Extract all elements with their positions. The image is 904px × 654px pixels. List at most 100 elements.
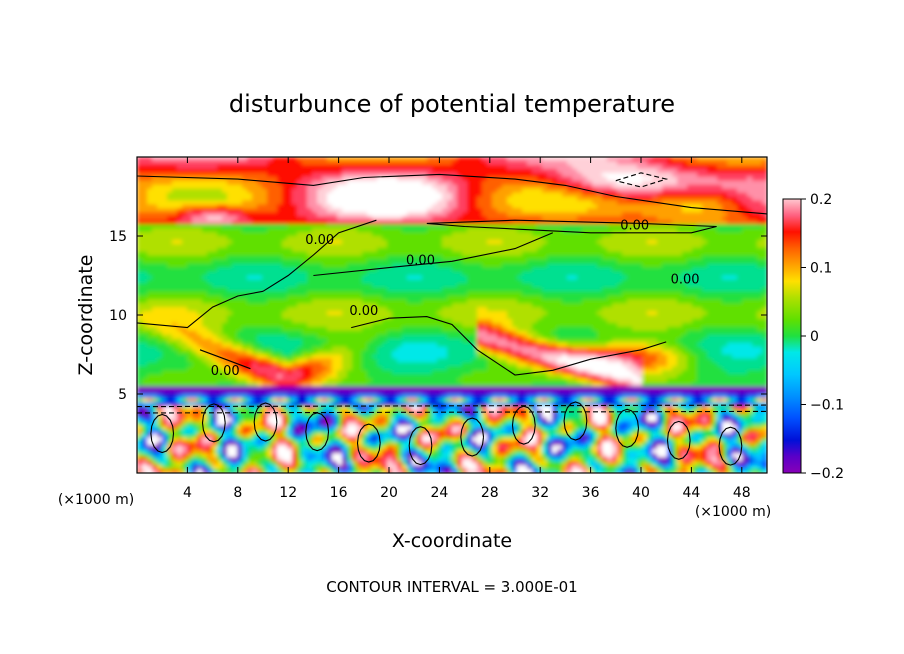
heatmap-cell	[417, 394, 423, 399]
heatmap-cell	[202, 449, 208, 454]
heatmap-cell	[312, 378, 318, 383]
heatmap-cell	[237, 322, 243, 328]
heatmap-cell	[307, 220, 313, 225]
heatmap-cell	[327, 251, 333, 257]
heatmap-cell	[167, 409, 173, 415]
heatmap-cell	[372, 216, 378, 221]
heatmap-cell	[387, 168, 393, 174]
heatmap-cell	[427, 386, 433, 391]
heatmap-cell	[402, 394, 408, 399]
heatmap-cell	[432, 212, 438, 217]
heatmap-cell	[387, 259, 393, 265]
heatmap-cell	[152, 330, 158, 336]
heatmap-cell	[257, 236, 263, 241]
heatmap-cell	[177, 251, 183, 257]
heatmap-cell	[427, 299, 433, 304]
heatmap-cell	[177, 228, 183, 233]
heatmap-cell	[257, 216, 263, 221]
heatmap-cell	[192, 279, 198, 284]
heatmap-cell	[407, 299, 413, 304]
heatmap-cell	[142, 228, 148, 233]
heatmap-cell	[287, 236, 293, 241]
heatmap-cell	[262, 204, 268, 209]
heatmap-cell	[332, 255, 338, 261]
heatmap-cell	[392, 453, 398, 458]
heatmap-cell	[167, 318, 173, 324]
heatmap-cell	[327, 338, 333, 344]
heatmap-cell	[262, 441, 268, 446]
heatmap-cell	[207, 425, 213, 431]
heatmap-cell	[207, 220, 213, 225]
heatmap-cell	[182, 441, 188, 446]
heatmap-cell	[257, 429, 263, 435]
heatmap-cell	[207, 413, 213, 419]
heatmap-cell	[177, 445, 183, 450]
heatmap-cell	[182, 453, 188, 458]
heatmap-cell	[267, 283, 273, 288]
heatmap-cell	[212, 236, 218, 241]
heatmap-cell	[137, 453, 143, 458]
heatmap-cell	[232, 409, 238, 415]
heatmap-cell	[377, 243, 383, 249]
heatmap-cell	[242, 247, 248, 253]
heatmap-cell	[157, 390, 163, 395]
heatmap-cell	[262, 208, 268, 213]
heatmap-cell	[272, 204, 278, 209]
heatmap-cell	[337, 208, 343, 213]
heatmap-cell	[317, 449, 323, 454]
heatmap-cell	[437, 311, 443, 316]
heatmap-cell	[322, 263, 328, 269]
heatmap-cell	[297, 157, 303, 162]
heatmap-cell	[402, 469, 408, 473]
heatmap-cell	[412, 326, 418, 332]
heatmap-cell	[337, 263, 343, 269]
heatmap-cell	[152, 295, 158, 300]
heatmap-cell	[217, 445, 223, 450]
heatmap-cell	[267, 461, 273, 466]
heatmap-cell	[177, 283, 183, 288]
heatmap-cell	[212, 326, 218, 332]
heatmap-cell	[262, 318, 268, 324]
heatmap-cell	[367, 287, 373, 292]
heatmap-cell	[247, 247, 253, 253]
heatmap-cell	[157, 208, 163, 213]
heatmap-cell	[357, 465, 363, 470]
heatmap-cell	[402, 378, 408, 383]
heatmap-cell	[272, 267, 278, 273]
heatmap-cell	[432, 164, 438, 170]
heatmap-cell	[427, 196, 433, 202]
heatmap-cell	[377, 251, 383, 257]
heatmap-cell	[142, 204, 148, 209]
heatmap-cell	[197, 279, 203, 284]
heatmap-cell	[352, 275, 358, 281]
heatmap-cell	[432, 247, 438, 253]
heatmap-cell	[222, 295, 228, 300]
heatmap-cell	[397, 164, 403, 170]
heatmap-cell	[262, 354, 268, 360]
heatmap-cell	[392, 307, 398, 312]
heatmap-cell	[322, 287, 328, 292]
heatmap-cell	[322, 220, 328, 225]
heatmap-cell	[422, 315, 428, 320]
heatmap-cell	[372, 330, 378, 336]
heatmap-cell	[157, 358, 163, 363]
heatmap-cell	[242, 291, 248, 296]
heatmap-cell	[447, 200, 453, 205]
heatmap-cell	[437, 239, 443, 245]
heatmap-cell	[232, 236, 238, 241]
heatmap-cell	[197, 433, 203, 439]
heatmap-cell	[412, 180, 418, 186]
heatmap-cell	[147, 342, 153, 348]
heatmap-cell	[177, 382, 183, 387]
heatmap-cell	[182, 409, 188, 415]
heatmap-cell	[412, 322, 418, 328]
heatmap-cell	[152, 303, 158, 308]
heatmap-cell	[367, 295, 373, 300]
heatmap-cell	[402, 425, 408, 431]
heatmap-cell	[372, 453, 378, 458]
heatmap-cell	[397, 247, 403, 253]
heatmap-cell	[412, 303, 418, 308]
heatmap-cell	[167, 263, 173, 269]
heatmap-cell	[237, 247, 243, 253]
heatmap-cell	[237, 445, 243, 450]
